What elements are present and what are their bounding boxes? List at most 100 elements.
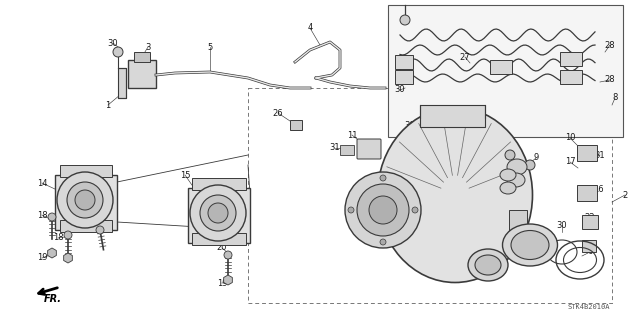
Text: 12: 12 [490,151,500,160]
Text: 33: 33 [495,160,506,169]
Text: 15: 15 [180,170,190,180]
Text: 19: 19 [36,254,47,263]
Bar [395,70,413,84]
Text: 4: 4 [307,24,312,33]
Ellipse shape [507,159,527,175]
Circle shape [369,196,397,224]
Ellipse shape [511,231,549,259]
Bar [420,105,485,127]
Text: 3: 3 [145,42,150,51]
Bar [60,165,112,177]
Text: 16: 16 [593,186,604,195]
Text: 18: 18 [52,234,63,242]
Bar [560,52,582,66]
Text: 7: 7 [513,243,518,253]
Ellipse shape [500,169,516,181]
Ellipse shape [475,255,501,275]
Circle shape [48,213,56,221]
Text: 21: 21 [482,273,492,283]
Text: 5: 5 [207,42,212,51]
Bar [248,88,612,303]
Circle shape [200,195,236,231]
Text: 18: 18 [36,211,47,219]
Circle shape [75,190,95,210]
Circle shape [224,251,232,259]
Text: 20: 20 [217,243,227,253]
Text: 9: 9 [428,140,433,150]
Text: 22: 22 [585,213,595,222]
Text: 28: 28 [605,76,615,85]
Text: 24: 24 [543,241,553,249]
Bar [290,120,302,130]
Text: 6: 6 [588,248,593,256]
Text: 29: 29 [506,158,516,167]
Circle shape [190,185,246,241]
Ellipse shape [502,224,557,266]
Bar [188,188,250,243]
Bar [192,178,246,190]
Text: 30: 30 [445,158,455,167]
Bar [60,220,112,232]
Bar [340,145,354,155]
Bar [55,175,117,230]
Text: 30: 30 [404,121,415,130]
Bar [128,60,156,88]
Circle shape [380,239,386,245]
Circle shape [64,231,72,239]
Text: 1: 1 [106,100,111,109]
Bar [395,55,413,69]
Text: 30: 30 [395,85,405,94]
Bar [118,68,126,98]
Ellipse shape [468,249,508,281]
Circle shape [400,15,410,25]
Text: 13: 13 [525,231,535,240]
Circle shape [505,150,515,160]
Circle shape [525,160,535,170]
Ellipse shape [500,182,516,194]
Circle shape [57,172,113,228]
Ellipse shape [507,173,525,187]
Text: 31: 31 [595,151,605,160]
Text: 28: 28 [605,41,615,49]
Circle shape [412,207,418,213]
Bar [388,5,623,137]
Text: 30: 30 [108,39,118,48]
Bar [582,240,596,252]
Bar [560,70,582,84]
Text: 11: 11 [347,130,357,139]
Text: 25: 25 [499,201,509,210]
Text: 17: 17 [564,158,575,167]
Text: STK4B2010A: STK4B2010A [568,304,610,310]
Text: 14: 14 [36,179,47,188]
Circle shape [380,175,386,181]
Bar [509,210,527,234]
Text: 8: 8 [612,93,618,102]
Text: FR.: FR. [44,294,62,304]
Text: 30: 30 [445,115,455,124]
FancyBboxPatch shape [357,139,381,159]
Text: 10: 10 [564,133,575,143]
Ellipse shape [378,108,532,283]
Bar [192,233,246,245]
Text: 20: 20 [83,218,93,226]
Text: 26: 26 [273,108,284,117]
Text: 2: 2 [622,190,628,199]
Bar [582,215,598,229]
Circle shape [357,184,409,236]
Circle shape [348,207,354,213]
Text: 19: 19 [217,278,227,287]
Text: 31: 31 [330,144,340,152]
Text: 30: 30 [557,220,567,229]
Circle shape [96,226,104,234]
Text: 9: 9 [533,153,539,162]
Circle shape [67,182,103,218]
Bar [134,52,150,62]
Text: 27: 27 [460,53,470,62]
Bar [577,185,597,201]
Circle shape [518,248,532,262]
Circle shape [208,203,228,223]
Circle shape [113,47,123,57]
Text: 33: 33 [495,174,506,182]
Bar [490,60,512,74]
Bar [577,145,597,161]
